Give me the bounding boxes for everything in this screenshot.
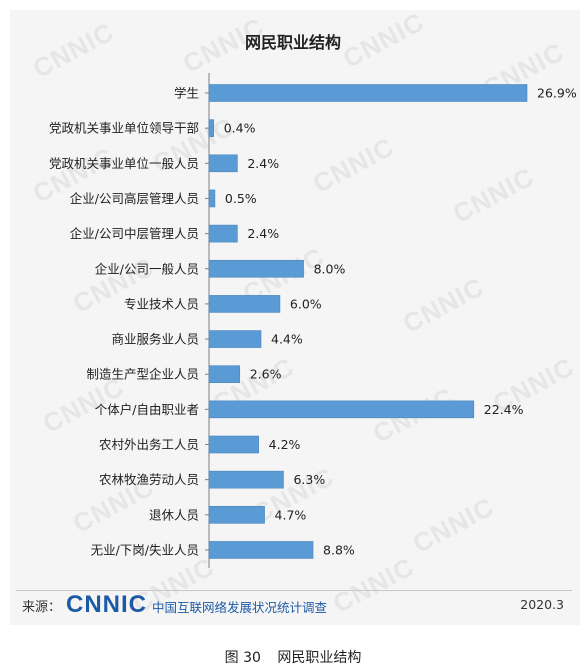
category-label: 党政机关事业单位领导干部 — [49, 121, 199, 136]
source-date: 2020.3 — [520, 597, 564, 612]
bar — [208, 541, 314, 559]
bar — [208, 154, 238, 173]
data-label: 6.3% — [293, 472, 325, 487]
bar — [208, 330, 262, 348]
bar — [208, 505, 265, 524]
category-label: 无业/下岗/失业人员 — [91, 542, 199, 557]
chart-panel: CNNIC CNNIC CNNIC CNNIC CNNIC CNNIC CNNIC CNNIC… — [10, 6, 580, 625]
category-label: 退休人员 — [149, 507, 199, 522]
data-label: 22.4% — [484, 402, 524, 417]
bar — [208, 259, 304, 278]
category-label: 企业/公司一般人员 — [95, 261, 199, 276]
source-label: 来源： — [22, 600, 62, 615]
bar — [208, 189, 216, 208]
category-label: 党政机关事业单位一般人员 — [49, 156, 199, 171]
bar — [208, 119, 215, 137]
category-label: 商业服务业人员 — [111, 332, 199, 347]
data-label: 26.9% — [537, 86, 577, 101]
data-label: 4.7% — [275, 507, 307, 522]
data-label: 0.4% — [224, 121, 256, 136]
bar — [208, 84, 528, 102]
source-org-name: 中国互联网络发展状况统计调查 — [152, 600, 328, 615]
category-label: 专业技术人员 — [124, 296, 199, 311]
footer-divider — [16, 590, 572, 591]
category-label: 制造生产型企业人员 — [86, 367, 199, 382]
bar — [208, 435, 259, 454]
bar — [208, 470, 284, 489]
data-label: 4.2% — [269, 437, 301, 452]
category-label: 农村外出务工人员 — [99, 437, 199, 452]
category-label: 学生 — [174, 86, 199, 101]
bar — [208, 295, 281, 313]
data-label: 0.5% — [225, 191, 257, 206]
data-label: 2.6% — [250, 367, 282, 382]
bar — [208, 400, 475, 419]
category-label: 企业/公司高层管理人员 — [70, 191, 199, 206]
bar — [208, 224, 238, 243]
figure-caption-text: 网民职业结构 — [277, 650, 362, 666]
data-label: 8.0% — [314, 261, 346, 276]
category-label: 个体户/自由职业者 — [95, 402, 199, 417]
cnnic-logo: CNNIC — [66, 591, 147, 618]
chart-title: 网民职业结构 — [244, 33, 341, 52]
data-label: 8.8% — [323, 542, 355, 557]
data-label: 2.4% — [247, 156, 279, 171]
data-label: 6.0% — [290, 296, 322, 311]
data-label: 4.4% — [271, 332, 303, 347]
figure-caption: 图 30 网民职业结构 — [0, 647, 586, 667]
data-label: 2.4% — [247, 226, 279, 241]
bar — [208, 365, 241, 384]
figure-number: 图 30 — [224, 650, 261, 666]
category-label: 农林牧渔劳动人员 — [99, 472, 199, 487]
category-label: 企业/公司中层管理人员 — [70, 226, 199, 241]
